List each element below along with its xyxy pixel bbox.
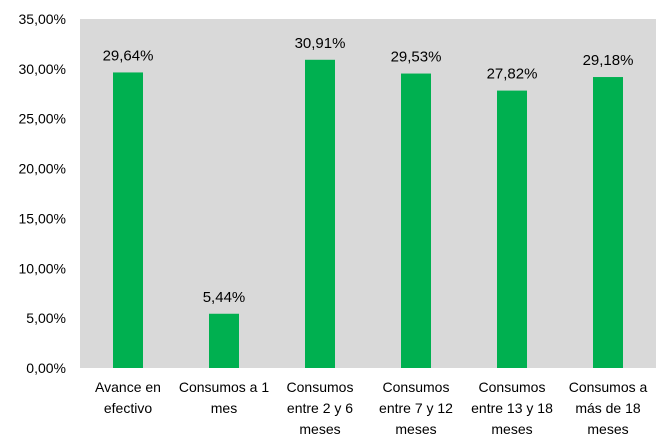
bar-value-label: 29,64% xyxy=(103,47,154,64)
bar xyxy=(209,313,239,368)
y-axis: 0,00% 5,00% 10,00% 15,00% 20,00% 25,00% 30,00%… xyxy=(19,11,66,376)
y-tick-label: 20,00% xyxy=(19,161,66,177)
y-tick-label: 15,00% xyxy=(19,210,66,226)
bar-value-label: 29,53% xyxy=(391,49,442,66)
plot-area xyxy=(80,19,656,368)
bar-value-label: 29,18% xyxy=(583,52,634,69)
bar-value-label: 30,91% xyxy=(295,35,346,52)
bars-group xyxy=(113,59,623,369)
bar xyxy=(305,59,335,368)
category-label: Consumos a más de 18 meses xyxy=(569,379,648,437)
category-label: Consumos entre 2 y 6 meses xyxy=(287,379,354,437)
category-label: Consumos entre 13 y 18 meses xyxy=(471,379,553,437)
y-tick-label: 35,00% xyxy=(19,11,66,27)
y-tick-label: 30,00% xyxy=(19,61,66,77)
bar-value-label: 27,82% xyxy=(487,66,538,83)
data-labels-group: 29,64% 5,44% 30,91% 29,53% 27,82% 29,18% xyxy=(103,35,634,306)
category-label: Avance en efectivo xyxy=(95,379,161,416)
y-tick-label: 25,00% xyxy=(19,111,66,127)
bar-value-label: 5,44% xyxy=(203,289,246,306)
bar xyxy=(401,73,431,369)
category-label: Consumos entre 7 y 12 meses xyxy=(379,379,453,437)
y-tick-label: 10,00% xyxy=(19,260,66,276)
y-tick-label: 5,00% xyxy=(26,310,66,326)
x-axis: Avance en efectivo Consumos a 1 mes Consumos… xyxy=(95,379,647,437)
bar xyxy=(113,72,143,369)
bar xyxy=(593,77,623,368)
bar xyxy=(497,90,527,369)
y-tick-label: 0,00% xyxy=(26,360,66,376)
category-label: Consumos a 1 mes xyxy=(179,379,269,416)
